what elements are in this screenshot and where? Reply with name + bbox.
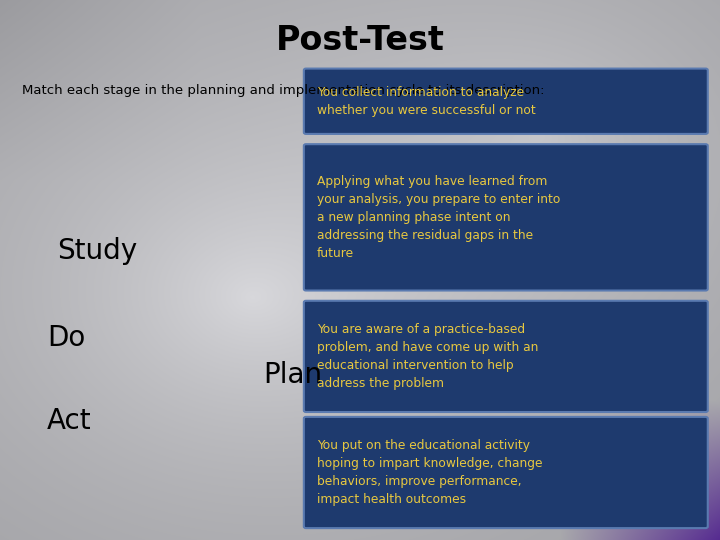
Text: Do: Do bbox=[47, 323, 85, 352]
Text: Act: Act bbox=[47, 407, 91, 435]
Text: Applying what you have learned from
your analysis, you prepare to enter into
a n: Applying what you have learned from your… bbox=[317, 175, 560, 260]
FancyBboxPatch shape bbox=[304, 417, 708, 528]
FancyBboxPatch shape bbox=[304, 69, 708, 134]
Text: You put on the educational activity
hoping to impart knowledge, change
behaviors: You put on the educational activity hopi… bbox=[317, 439, 542, 506]
Text: You are aware of a practice-based
problem, and have come up with an
educational : You are aware of a practice-based proble… bbox=[317, 323, 538, 390]
Text: You collect information to analyze
whether you were successful or not: You collect information to analyze wheth… bbox=[317, 86, 536, 117]
Text: Match each stage in the planning and implementation cycle to its description:: Match each stage in the planning and imp… bbox=[22, 84, 544, 97]
FancyBboxPatch shape bbox=[304, 301, 708, 412]
Text: Post-Test: Post-Test bbox=[276, 24, 444, 57]
FancyBboxPatch shape bbox=[304, 144, 708, 291]
Text: Plan: Plan bbox=[263, 361, 322, 389]
Text: Study: Study bbox=[58, 237, 138, 265]
